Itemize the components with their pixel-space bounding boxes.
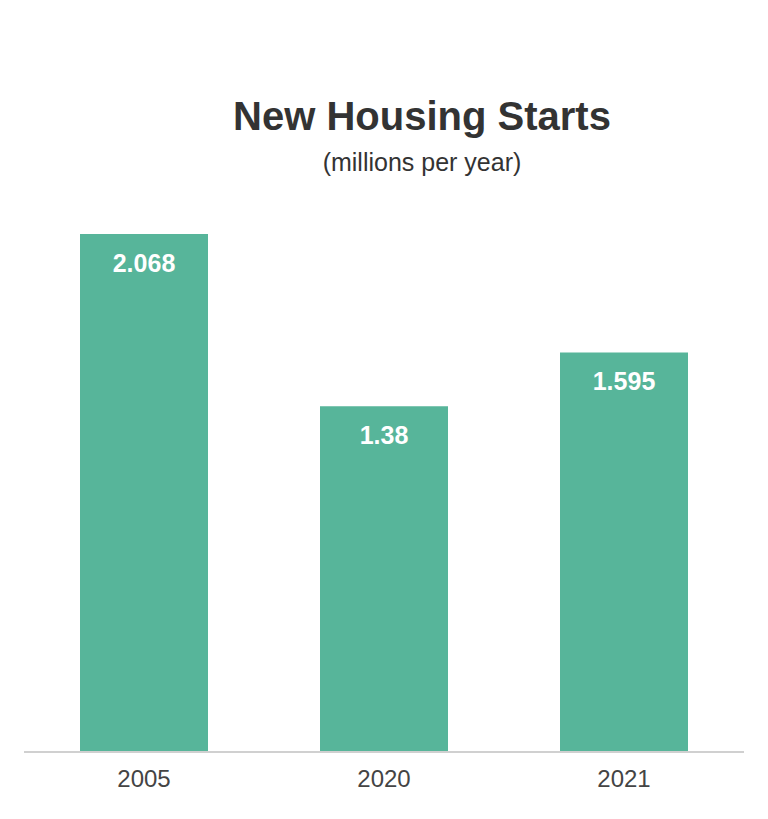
svg-text:2005: 2005 bbox=[117, 765, 170, 792]
html-text:(millions per year): (millions per year) bbox=[322, 148, 522, 176]
svg-text:1.38: 1.38 bbox=[360, 421, 409, 449]
svg-text:1.595: 1.595 bbox=[593, 367, 656, 395]
html-text:New Housing Starts: New Housing Starts bbox=[233, 94, 611, 138]
svg-text:2.068: 2.068 bbox=[113, 249, 176, 277]
svg-text:2021: 2021 bbox=[597, 765, 650, 792]
svg-text:2020: 2020 bbox=[357, 765, 410, 792]
